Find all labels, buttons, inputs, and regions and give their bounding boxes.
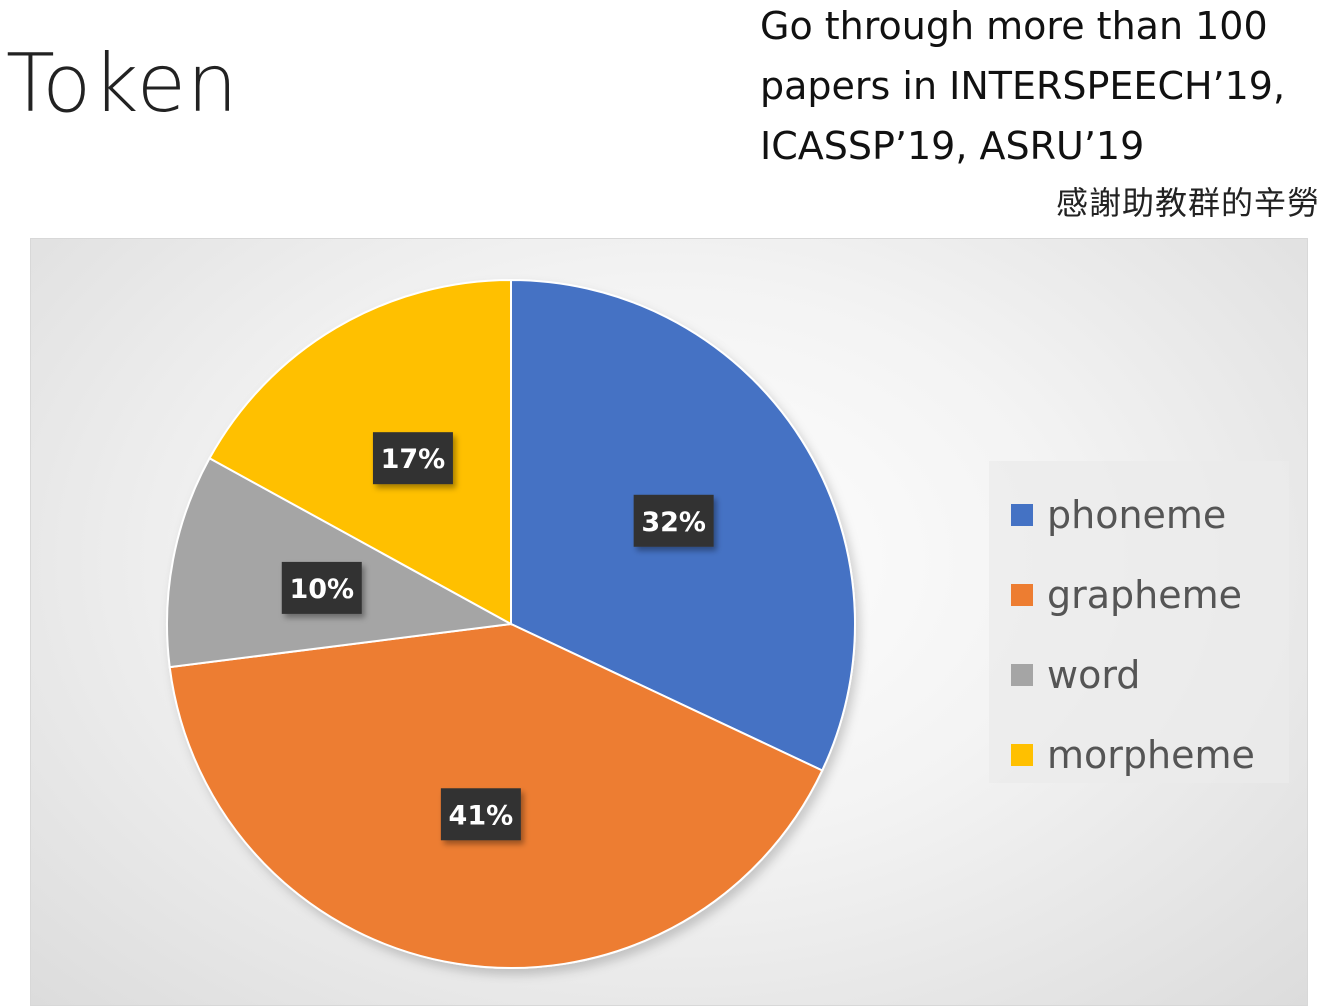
legend-item-phoneme: phoneme	[989, 475, 1289, 555]
data-label-text: 32%	[641, 507, 706, 538]
data-label-box	[372, 432, 453, 485]
note-line-2: papers in INTERSPEECH’19,	[760, 64, 1286, 108]
legend-label-grapheme: grapheme	[1047, 573, 1243, 617]
note-line-3: ICASSP’19, ASRU’19	[760, 124, 1145, 168]
data-label-phoneme: 32%	[633, 494, 714, 547]
thanks-note: 感謝助教群的辛勞	[1055, 184, 1320, 222]
legend-item-grapheme: grapheme	[989, 555, 1289, 635]
legend-label-word: word	[1047, 653, 1141, 697]
pie-slice-morpheme	[208, 278, 512, 626]
legend-item-morpheme: morpheme	[989, 715, 1289, 795]
pie-chart-area: 32% 41% 10% 17% phoneme grapheme word morph…	[30, 238, 1308, 1006]
legend-label-phoneme: phoneme	[1047, 493, 1227, 537]
data-label-box	[281, 561, 362, 614]
legend-swatch-phoneme	[1011, 504, 1033, 526]
data-label-text: 17%	[381, 444, 446, 475]
legend-swatch-grapheme	[1011, 584, 1033, 606]
legend-swatch-morpheme	[1011, 744, 1033, 766]
data-label-box	[633, 494, 714, 547]
data-label-grapheme: 41%	[440, 788, 521, 841]
data-label-word: 10%	[281, 561, 362, 614]
pie-slices	[166, 278, 856, 969]
data-label-text: 10%	[289, 574, 354, 605]
legend-item-word: word	[989, 635, 1289, 715]
note-line-1: Go through more than 100	[760, 4, 1268, 48]
pie-data-labels: 32% 41% 10% 17%	[281, 432, 714, 841]
slide-title: Token	[6, 37, 239, 130]
data-label-box	[440, 788, 521, 841]
pie-chart: 32% 41% 10% 17%	[166, 278, 856, 969]
chart-legend: phoneme grapheme word morpheme	[989, 461, 1289, 783]
data-label-text: 41%	[449, 800, 514, 831]
legend-swatch-word	[1011, 664, 1033, 686]
paper-survey-note: Go through more than 100 papers in INTER…	[760, 0, 1338, 176]
data-label-morpheme: 17%	[372, 432, 453, 485]
legend-label-morpheme: morpheme	[1047, 733, 1255, 777]
